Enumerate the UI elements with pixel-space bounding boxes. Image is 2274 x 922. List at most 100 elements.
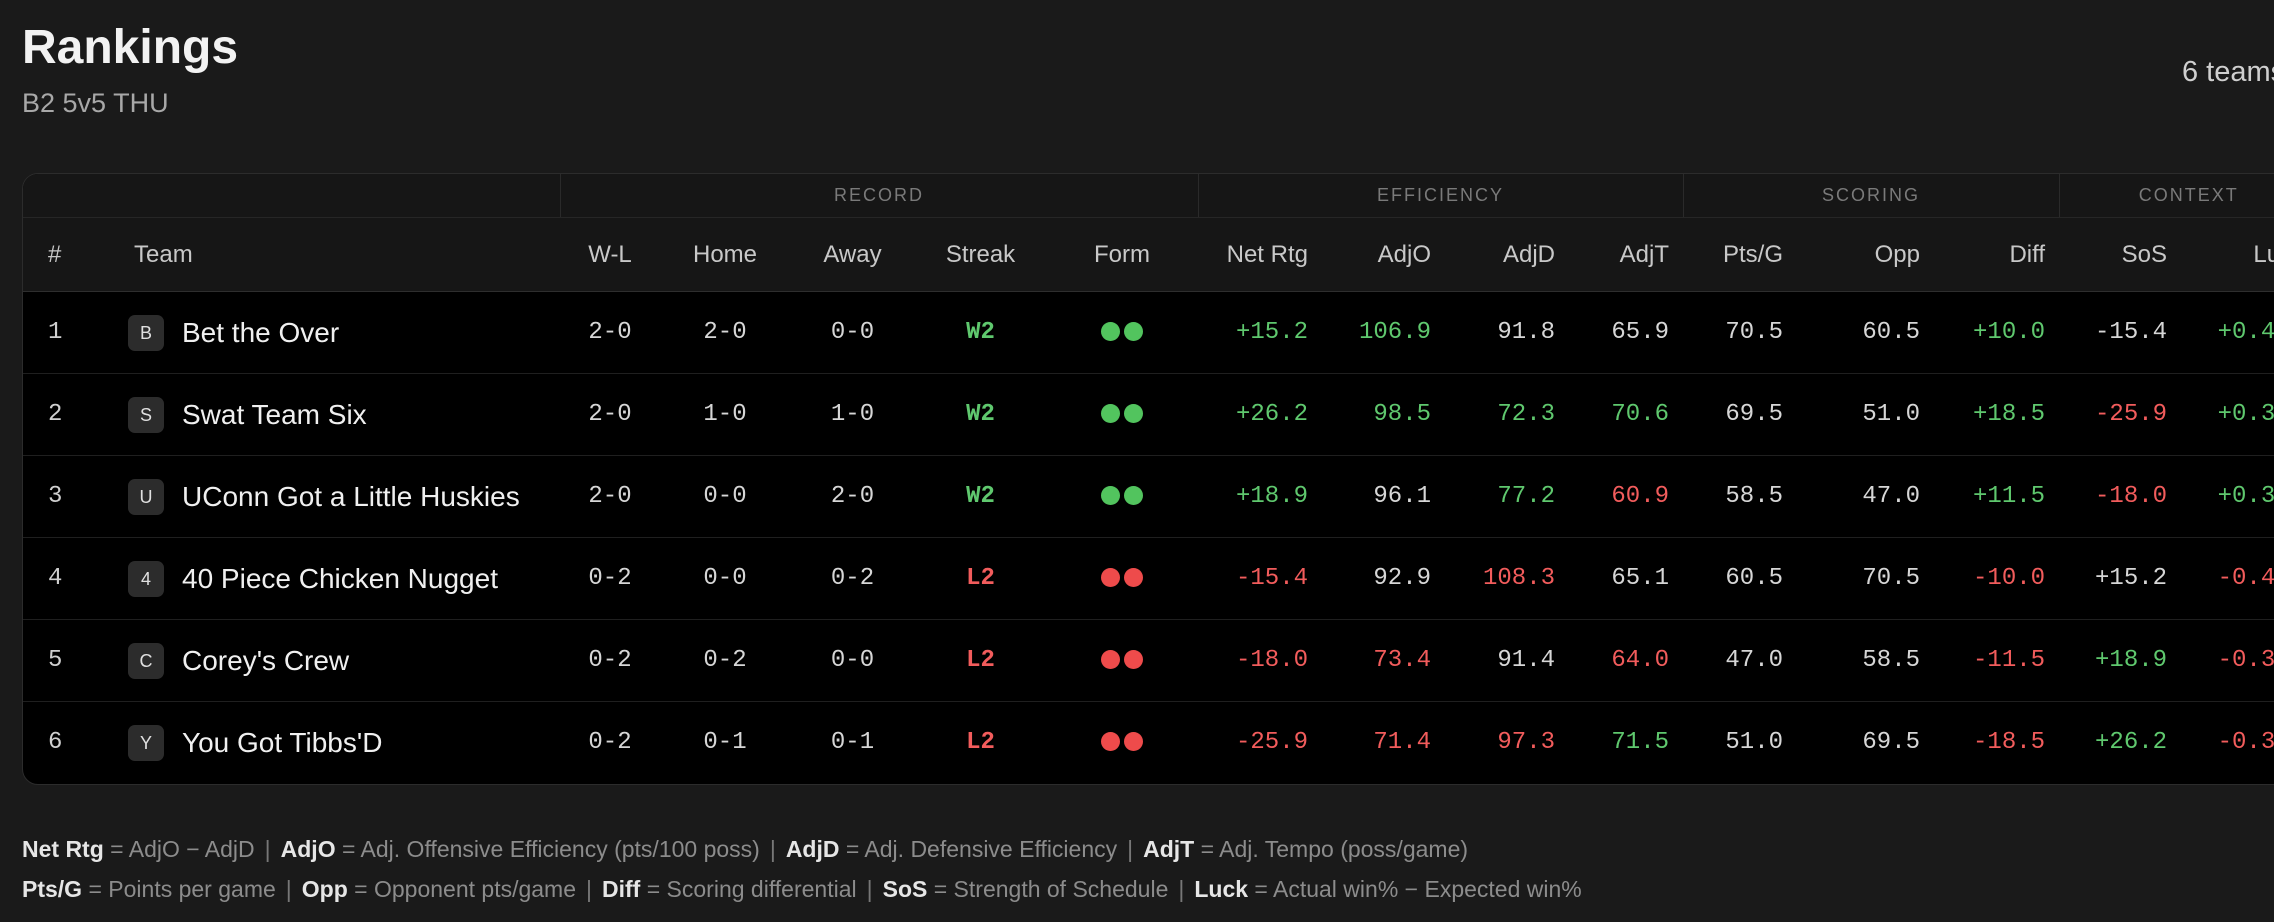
team-cell: U UConn Got a Little Huskies bbox=[128, 455, 560, 538]
legend-separator: | bbox=[1127, 836, 1134, 862]
col-pts-g[interactable]: Pts/G bbox=[1683, 217, 1798, 292]
form-cell: lossloss bbox=[1046, 619, 1198, 702]
adjd-cell: 72.3 bbox=[1445, 373, 1569, 456]
col-diff[interactable]: Diff bbox=[1934, 217, 2060, 292]
legend-definition: = Points per game bbox=[82, 876, 276, 902]
wl-cell: 0-2 bbox=[588, 729, 632, 756]
page-title: Rankings bbox=[22, 21, 239, 74]
home-cell: 1-0 bbox=[660, 373, 790, 456]
luck-cell: +0.350 bbox=[2181, 373, 2274, 456]
team-cell: C Corey's Crew bbox=[128, 619, 560, 702]
adjd-cell: 97.3 bbox=[1497, 729, 1555, 756]
legend-definition: = Adj. Defensive Efficiency bbox=[839, 836, 1118, 862]
legend-line-1: Net Rtg = AdjO − AdjD | AdjO = Adj. Offens… bbox=[22, 836, 1468, 863]
form-loss-dot: loss bbox=[1101, 732, 1120, 752]
rank-cell: 5 bbox=[23, 619, 128, 702]
legend-definition: = Scoring differential bbox=[640, 876, 857, 902]
team-avatar: C bbox=[128, 642, 164, 679]
col-wl[interactable]: W-L bbox=[560, 217, 660, 292]
adjd-cell: 91.8 bbox=[1445, 291, 1569, 374]
legend-separator: | bbox=[285, 876, 292, 902]
team-name[interactable]: Corey's Crew bbox=[182, 644, 350, 676]
team-name[interactable]: You Got Tibbs'D bbox=[182, 726, 383, 758]
luck-cell: +0.424 bbox=[2181, 291, 2274, 374]
team-name[interactable]: Swat Team Six bbox=[182, 398, 367, 430]
net-rtg-cell: -25.9 bbox=[1235, 729, 1308, 756]
team-cell: Y You Got Tibbs'D bbox=[128, 702, 560, 784]
pts-g-cell: 60.5 bbox=[1683, 537, 1798, 620]
luck-cell: +0.392 bbox=[2181, 455, 2274, 538]
wl-cell: 2-0 bbox=[560, 455, 660, 538]
sos-cell: -18.0 bbox=[2059, 455, 2182, 538]
adjt-cell: 70.6 bbox=[1569, 373, 1684, 456]
col-form[interactable]: Form bbox=[1046, 217, 1198, 292]
legend-definition: = Actual win% − Expected win% bbox=[1248, 876, 1582, 902]
net-rtg-cell: +18.9 bbox=[1198, 455, 1322, 538]
col-team[interactable]: Team bbox=[128, 217, 560, 292]
form-win-dot: win bbox=[1101, 486, 1120, 506]
group-context: CONTEXT bbox=[2058, 174, 2274, 218]
col-home[interactable]: Home bbox=[660, 217, 790, 292]
adjo-cell: 96.1 bbox=[1322, 455, 1445, 538]
luck-cell: -0.350 bbox=[2217, 729, 2274, 756]
streak-cell: L2 bbox=[915, 619, 1046, 702]
form-loss-dot: loss bbox=[1124, 732, 1143, 752]
net-rtg-cell: -15.4 bbox=[1198, 537, 1322, 620]
adjt-cell: 65.9 bbox=[1569, 291, 1684, 374]
wl-cell: 2-0 bbox=[560, 373, 660, 456]
form-win-dot: win bbox=[1124, 404, 1143, 424]
team-avatar: U bbox=[128, 478, 164, 515]
col-streak[interactable]: Streak bbox=[915, 217, 1046, 292]
legend-line-2: Pts/G = Points per game | Opp = Opponent p… bbox=[22, 876, 1582, 903]
team-count: 6 teams bbox=[2182, 56, 2274, 88]
adjd-cell: 77.2 bbox=[1445, 455, 1569, 538]
home-cell: 0-0 bbox=[660, 537, 790, 620]
col-rank[interactable]: # bbox=[23, 217, 128, 292]
opp-cell: 69.5 bbox=[1862, 729, 1921, 756]
col-luck[interactable]: Luck bbox=[2181, 217, 2274, 292]
col-opp[interactable]: Opp bbox=[1797, 217, 1935, 292]
streak-cell: W2 bbox=[915, 291, 1046, 374]
legend-term: SoS bbox=[882, 876, 928, 902]
opp-cell: 51.0 bbox=[1797, 373, 1935, 456]
legend-definition: = Strength of Schedule bbox=[927, 876, 1169, 902]
form-loss-dot: loss bbox=[1124, 568, 1143, 588]
col-sos[interactable]: SoS bbox=[2059, 217, 2182, 292]
table-row[interactable]: 6 Y You Got Tibbs'D 0-2 0-1 0-1 L2 lossloss -25.… bbox=[23, 702, 2274, 784]
diff-cell: -10.0 bbox=[1934, 537, 2060, 620]
col-net-rtg[interactable]: Net Rtg bbox=[1198, 217, 1322, 292]
col-adjd[interactable]: AdjD bbox=[1445, 217, 1569, 292]
adjt-cell: 71.5 bbox=[1611, 729, 1670, 756]
team-name[interactable]: Bet the Over bbox=[182, 316, 340, 348]
rank-cell: 4 bbox=[23, 537, 128, 620]
form-win-dot: win bbox=[1124, 486, 1143, 506]
adjo-cell: 71.4 bbox=[1373, 729, 1431, 756]
col-adjo[interactable]: AdjO bbox=[1322, 217, 1445, 292]
rank-cell: 2 bbox=[23, 373, 128, 456]
legend-separator: | bbox=[769, 836, 776, 862]
diff-cell: +10.0 bbox=[1934, 291, 2060, 374]
col-away[interactable]: Away bbox=[790, 217, 915, 292]
luck-cell: -0.424 bbox=[2181, 537, 2274, 620]
team-avatar: S bbox=[128, 396, 164, 433]
form-win-dot: win bbox=[1124, 322, 1143, 342]
col-adjt[interactable]: AdjT bbox=[1569, 217, 1684, 292]
team-cell: 4 40 Piece Chicken Nugget bbox=[128, 537, 560, 620]
column-header-row: # Team W-L Home Away Streak Form Net Rtg… bbox=[23, 217, 2274, 292]
team-name[interactable]: UConn Got a Little Huskies bbox=[182, 480, 520, 512]
diff-cell: +11.5 bbox=[1934, 455, 2060, 538]
adjo-cell: 92.9 bbox=[1322, 537, 1445, 620]
away-cell: 0-0 bbox=[790, 291, 915, 374]
page-subtitle: B2 5v5 THU bbox=[22, 88, 169, 118]
team-name[interactable]: 40 Piece Chicken Nugget bbox=[182, 562, 498, 594]
adjo-cell: 106.9 bbox=[1322, 291, 1445, 374]
form-win-dot: win bbox=[1101, 404, 1120, 424]
net-rtg-cell: -18.0 bbox=[1198, 619, 1322, 702]
adjd-cell: 108.3 bbox=[1445, 537, 1569, 620]
home-cell: 0-2 bbox=[660, 619, 790, 702]
